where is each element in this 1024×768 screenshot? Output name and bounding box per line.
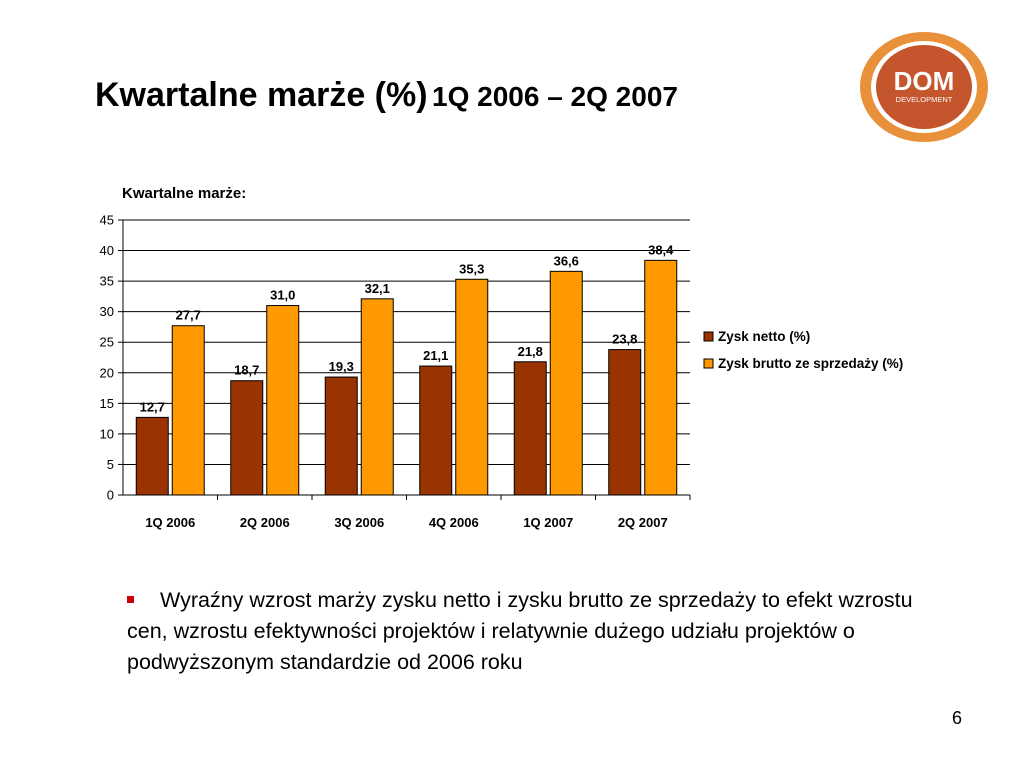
data-label: 21,1	[423, 348, 448, 363]
bar-brutto	[644, 259, 678, 496]
y-tick-label: 0	[107, 488, 114, 503]
bar-netto	[513, 361, 547, 496]
y-tick-label: 10	[100, 426, 114, 441]
bar-netto	[324, 376, 358, 496]
bar-netto	[419, 365, 453, 496]
logo-text-development: DEVELOPMENT	[896, 95, 953, 104]
bar-netto	[230, 380, 264, 496]
slide-title-main: Kwartalne marże (%)	[95, 76, 428, 114]
y-tick-label: 30	[100, 304, 114, 319]
x-tick-label: 1Q 2006	[145, 515, 195, 530]
grid-lines	[123, 219, 690, 496]
bullet-point: Wyraźny wzrost marży zysku netto i zysku…	[127, 585, 947, 678]
bar-netto	[135, 416, 169, 496]
bar-brutto	[266, 305, 300, 496]
bars	[135, 259, 678, 496]
data-label: 21,8	[518, 344, 543, 359]
page-number: 6	[952, 708, 963, 728]
slide-title-period: 1Q 2006 – 2Q 2007	[432, 81, 678, 112]
y-tick-label: 15	[100, 396, 114, 411]
slide-title: Kwartalne marże (%) 1Q 2006 – 2Q 2007	[95, 76, 678, 115]
logo-inner-disc	[876, 45, 972, 129]
data-label: 12,7	[140, 399, 165, 414]
bar-brutto	[549, 270, 583, 496]
data-label: 27,7	[176, 308, 201, 323]
x-tick-label: 4Q 2006	[429, 515, 479, 530]
y-tick-label: 35	[100, 274, 114, 289]
y-tick-label: 25	[100, 335, 114, 350]
logo-text-dom: DOM	[894, 66, 955, 96]
bar-netto	[608, 349, 642, 496]
x-tick-label: 2Q 2007	[618, 515, 668, 530]
chart-title: Kwartalne marże:	[122, 185, 247, 202]
bar-brutto	[360, 298, 394, 496]
legend-swatch	[703, 331, 714, 342]
bar-brutto	[455, 278, 489, 496]
bar-brutto	[171, 325, 205, 496]
y-tick-label: 5	[107, 457, 114, 472]
x-tick-label: 3Q 2006	[334, 515, 384, 530]
x-tick-label: 1Q 2007	[523, 515, 573, 530]
data-label: 18,7	[234, 363, 259, 378]
axes: 0 5 10 15 20 25 30 35 40 45 1Q 2006 2Q 2006 3Q 2006 4…	[100, 213, 691, 530]
data-label: 23,8	[612, 332, 637, 347]
legend-swatch	[703, 358, 714, 369]
data-label: 31,0	[270, 288, 295, 303]
data-label: 38,4	[648, 242, 674, 257]
data-label: 32,1	[365, 281, 390, 296]
y-tick-label: 40	[100, 243, 114, 258]
data-label: 36,6	[554, 253, 579, 268]
data-label: 19,3	[329, 359, 354, 374]
y-tick-label: 45	[100, 213, 114, 228]
dom-development-logo: DOM DEVELOPMENT	[860, 32, 988, 142]
x-tick-label: 2Q 2006	[240, 515, 290, 530]
margins-bar-chart: 0 5 10 15 20 25 30 35 40 45 1Q 2006 2Q 2006 3Q 2006 4…	[100, 213, 904, 531]
legend-label: Zysk netto (%)	[718, 329, 810, 344]
bullet-text: Wyraźny wzrost marży zysku netto i zysku…	[127, 588, 913, 674]
bullet-marker-icon	[127, 596, 134, 603]
data-label: 35,3	[459, 261, 484, 276]
legend: Zysk netto (%) Zysk brutto ze sprzedaży (…	[703, 329, 903, 371]
y-tick-label: 20	[100, 365, 114, 380]
legend-label: Zysk brutto ze sprzedaży (%)	[718, 356, 903, 371]
data-labels: 12,7 27,7 18,7 31,0 19,3 32,1 21,1 35,3 21,8 36,6…	[140, 242, 675, 414]
